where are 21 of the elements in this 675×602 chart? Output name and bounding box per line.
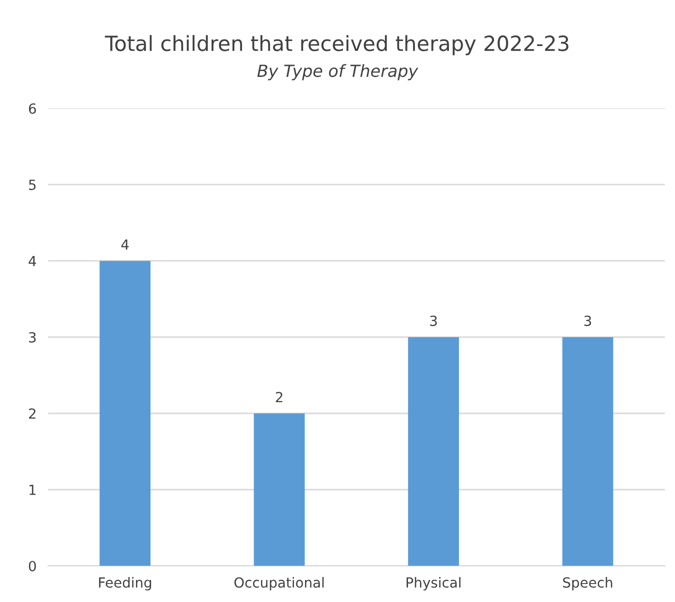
y-tick-label: 1 xyxy=(30,484,36,495)
y-tick-label: 2 xyxy=(28,408,36,419)
data-label: 4 xyxy=(121,240,129,250)
bar xyxy=(100,260,150,566)
x-tick-label: Feeding xyxy=(99,576,152,590)
y-tick-label: 6 xyxy=(28,103,36,114)
bar xyxy=(562,337,614,566)
bar xyxy=(408,337,459,566)
x-tick-label: Speech xyxy=(563,576,612,590)
y-tick-label: 3 xyxy=(29,332,36,343)
data-label: 2 xyxy=(276,392,282,402)
bar xyxy=(254,413,305,566)
data-label: 3 xyxy=(584,316,592,326)
y-tick-label: 0 xyxy=(28,560,36,572)
y-tick-label: 4 xyxy=(28,256,36,266)
x-tick-label: Physical xyxy=(406,576,460,590)
y-tick-label: 5 xyxy=(29,180,36,190)
chart-subtitle: By Type of Therapy xyxy=(257,64,418,80)
chart-title: Total children that received therapy 2022-23 xyxy=(104,35,568,56)
x-tick-label: Occupational xyxy=(234,576,324,590)
data-label: 3 xyxy=(430,316,437,326)
